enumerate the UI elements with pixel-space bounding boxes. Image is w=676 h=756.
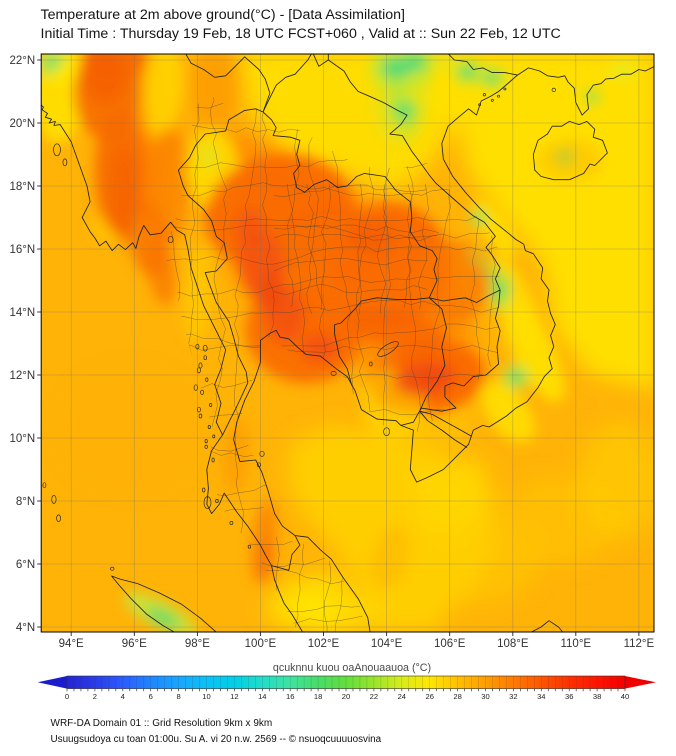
svg-text:12°N: 12°N xyxy=(9,370,35,382)
svg-text:10: 10 xyxy=(202,692,210,701)
svg-text:26: 26 xyxy=(425,692,433,701)
svg-text:16°N: 16°N xyxy=(9,244,35,256)
svg-text:16: 16 xyxy=(286,692,294,701)
svg-text:22: 22 xyxy=(370,692,378,701)
svg-text:38: 38 xyxy=(593,692,601,701)
svg-text:104°E: 104°E xyxy=(371,638,403,650)
svg-text:20°N: 20°N xyxy=(9,118,35,130)
svg-text:14: 14 xyxy=(258,692,266,701)
svg-text:112°E: 112°E xyxy=(624,638,655,650)
svg-text:0: 0 xyxy=(65,692,69,701)
svg-text:WRF-DA Domain 01 :: Grid Resol: WRF-DA Domain 01 :: Grid Resolution 9km … xyxy=(51,718,273,729)
svg-text:32: 32 xyxy=(509,692,517,701)
svg-text:18: 18 xyxy=(314,692,322,701)
svg-text:6°N: 6°N xyxy=(16,559,35,571)
svg-text:14°N: 14°N xyxy=(9,307,35,319)
svg-text:8°N: 8°N xyxy=(16,496,35,508)
svg-text:4: 4 xyxy=(121,692,125,701)
svg-text:34: 34 xyxy=(537,692,545,701)
svg-text:24: 24 xyxy=(398,692,406,701)
svg-text:40: 40 xyxy=(621,692,629,701)
svg-text:28: 28 xyxy=(453,692,461,701)
svg-text:100°E: 100°E xyxy=(245,638,277,650)
svg-text:18°N: 18°N xyxy=(9,181,35,193)
svg-text:94°E: 94°E xyxy=(59,638,84,650)
svg-text:10°N: 10°N xyxy=(9,433,35,445)
svg-text:102°E: 102°E xyxy=(308,638,340,650)
svg-text:20: 20 xyxy=(342,692,350,701)
svg-text:96°E: 96°E xyxy=(122,638,147,650)
svg-text:6: 6 xyxy=(149,692,153,701)
svg-text:36: 36 xyxy=(565,692,573,701)
svg-text:Initial Time : Thursday 19 Feb: Initial Time : Thursday 19 Feb, 18 UTC F… xyxy=(41,26,561,42)
svg-text:qcuknnu kuou oaAnouaauoa (°C): qcuknnu kuou oaAnouaauoa (°C) xyxy=(273,662,431,674)
svg-text:2: 2 xyxy=(93,692,97,701)
svg-text:110°E: 110°E xyxy=(560,638,591,650)
svg-text:Temperature at 2m above ground: Temperature at 2m above ground(°C) - [Da… xyxy=(41,7,405,23)
svg-text:106°E: 106°E xyxy=(434,638,466,650)
svg-text:8: 8 xyxy=(176,692,180,701)
svg-text:12: 12 xyxy=(230,692,238,701)
svg-text:4°N: 4°N xyxy=(16,622,35,634)
svg-text:98°E: 98°E xyxy=(185,638,210,650)
svg-text:22°N: 22°N xyxy=(9,55,35,67)
svg-text:30: 30 xyxy=(481,692,489,701)
svg-text:108°E: 108°E xyxy=(497,638,529,650)
svg-text:Usuugsudoya cu toan 01:00u. Su: Usuugsudoya cu toan 01:00u. Su A. vi 20 … xyxy=(51,734,382,745)
